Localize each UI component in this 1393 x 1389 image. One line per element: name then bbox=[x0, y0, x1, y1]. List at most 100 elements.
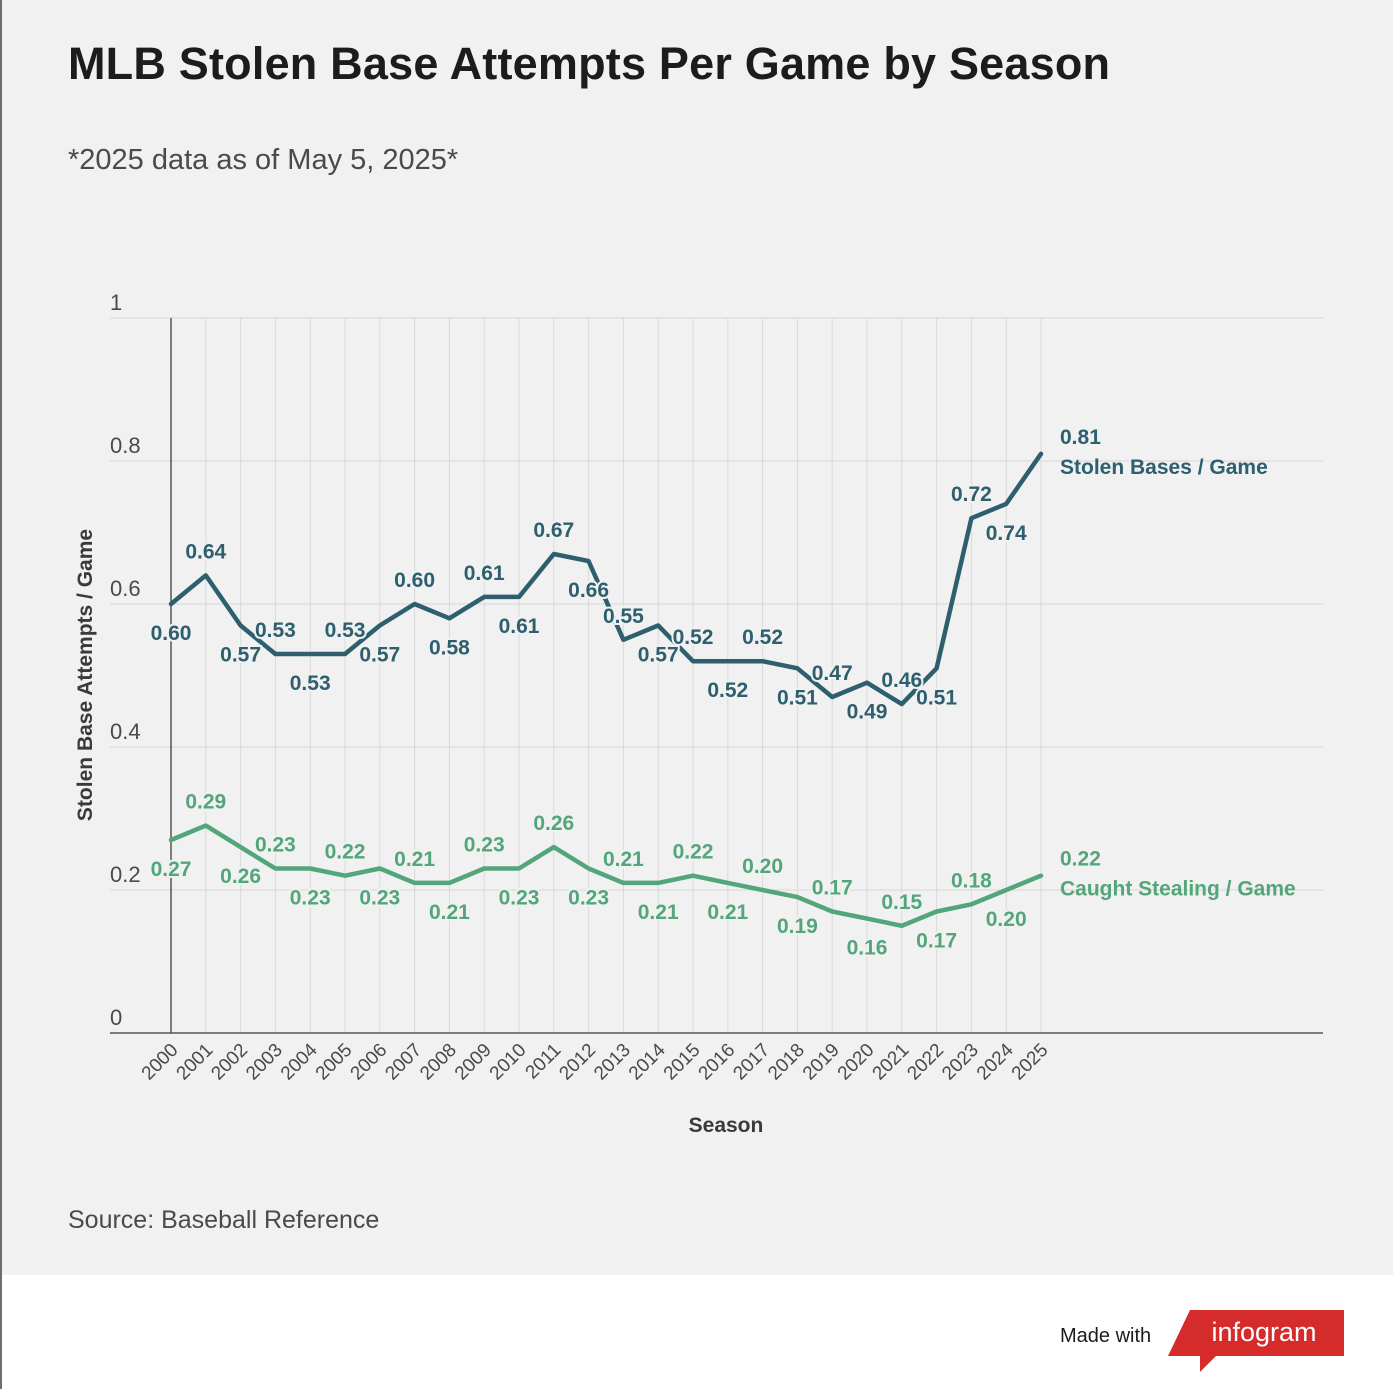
x-tick-label: 2008 bbox=[416, 1040, 461, 1085]
series-name-label: Stolen Bases / Game bbox=[1060, 456, 1268, 479]
line-chart: 00.20.40.60.8120002001200220032004200520… bbox=[74, 290, 1323, 1137]
series-name-label: Caught Stealing / Game bbox=[1060, 878, 1296, 901]
data-label: 0.67 bbox=[533, 519, 574, 542]
data-label: 0.74 bbox=[986, 522, 1027, 545]
y-tick-label: 1 bbox=[110, 290, 122, 315]
chart-card: MLB Stolen Base Attempts Per Game by Sea… bbox=[0, 0, 1393, 1275]
x-tick-label: 2024 bbox=[973, 1039, 1018, 1084]
data-label: 0.72 bbox=[951, 483, 992, 506]
data-label: 0.15 bbox=[881, 891, 922, 914]
data-label: 0.52 bbox=[707, 679, 748, 702]
source-note: Source: Baseball Reference bbox=[68, 1206, 380, 1234]
x-tick-label: 2003 bbox=[242, 1040, 287, 1085]
y-tick-label: 0.4 bbox=[110, 719, 141, 744]
x-tick-label: 2007 bbox=[381, 1040, 426, 1085]
data-label: 0.20 bbox=[742, 855, 783, 878]
x-tick-label: 2025 bbox=[1008, 1040, 1053, 1085]
data-label: 0.47 bbox=[812, 662, 853, 685]
infogram-logo-flag bbox=[1168, 1310, 1344, 1372]
y-tick-label: 0 bbox=[110, 1005, 122, 1030]
series-line bbox=[168, 451, 1044, 707]
data-label: 0.26 bbox=[220, 865, 261, 888]
x-tick-label: 2010 bbox=[486, 1040, 531, 1085]
x-tick-label: 2000 bbox=[138, 1040, 183, 1085]
data-label: 0.22 bbox=[325, 841, 366, 864]
data-label: 0.23 bbox=[255, 834, 296, 857]
data-label: 0.19 bbox=[777, 915, 818, 938]
x-tick-label: 2021 bbox=[869, 1040, 914, 1085]
x-axis-title: Season bbox=[689, 1114, 764, 1137]
data-label: 0.61 bbox=[464, 562, 505, 585]
data-label: 0.60 bbox=[151, 622, 192, 645]
made-with-label: Made with bbox=[1060, 1325, 1152, 1347]
x-tick-label: 2019 bbox=[799, 1040, 844, 1085]
y-tick-label: 0.2 bbox=[110, 862, 141, 887]
footer: Made with infogram bbox=[0, 1275, 1393, 1389]
chart-title: MLB Stolen Base Attempts Per Game by Sea… bbox=[68, 38, 1111, 89]
x-tick-label: 2009 bbox=[451, 1040, 496, 1085]
data-label: 0.52 bbox=[742, 626, 783, 649]
x-tick-label: 2020 bbox=[834, 1040, 879, 1085]
data-label: 0.23 bbox=[290, 887, 331, 910]
data-label: 0.53 bbox=[255, 619, 296, 642]
data-label: 0.22 bbox=[673, 841, 714, 864]
data-label: 0.57 bbox=[220, 643, 261, 666]
x-tick-label: 2015 bbox=[660, 1040, 705, 1085]
data-label: 0.58 bbox=[429, 636, 470, 659]
data-label: 0.20 bbox=[986, 908, 1027, 931]
y-tick-label: 0.6 bbox=[110, 576, 141, 601]
data-label: 0.21 bbox=[394, 848, 435, 871]
x-tick-label: 2017 bbox=[729, 1040, 774, 1085]
x-tick-label: 2006 bbox=[347, 1040, 392, 1085]
data-label: 0.21 bbox=[707, 901, 748, 924]
data-label: 0.66 bbox=[568, 579, 609, 602]
x-tick-label: 2016 bbox=[695, 1040, 740, 1085]
data-label: 0.17 bbox=[916, 929, 957, 952]
data-label: 0.57 bbox=[638, 643, 679, 666]
data-label: 0.21 bbox=[638, 901, 679, 924]
data-label: 0.16 bbox=[847, 937, 888, 960]
data-label: 0.51 bbox=[916, 686, 957, 709]
data-label: 0.23 bbox=[499, 887, 540, 910]
data-label: 0.53 bbox=[325, 619, 366, 642]
data-label: 0.18 bbox=[951, 869, 992, 892]
data-label: 0.21 bbox=[429, 901, 470, 924]
x-tick-label: 2002 bbox=[207, 1040, 252, 1085]
data-label: 0.60 bbox=[394, 569, 435, 592]
x-tick-label: 2001 bbox=[173, 1040, 218, 1085]
x-tick-label: 2011 bbox=[522, 1040, 566, 1084]
y-axis-title: Stolen Base Attempts / Game bbox=[74, 529, 97, 821]
chart-subtitle: *2025 data as of May 5, 2025* bbox=[68, 144, 459, 176]
x-tick-label: 2018 bbox=[764, 1040, 809, 1085]
x-tick-label: 2023 bbox=[938, 1040, 983, 1085]
infogram-logo[interactable]: infogram bbox=[1168, 1308, 1348, 1372]
x-tick-label: 2004 bbox=[277, 1039, 322, 1084]
data-label: 0.29 bbox=[185, 791, 226, 814]
data-label: 0.23 bbox=[464, 834, 505, 857]
data-label: 0.21 bbox=[603, 848, 644, 871]
data-label: 0.55 bbox=[603, 605, 644, 628]
data-label: 0.61 bbox=[499, 615, 540, 638]
data-label: 0.26 bbox=[533, 812, 574, 835]
data-label: 0.57 bbox=[359, 643, 400, 666]
data-label: 0.49 bbox=[847, 701, 888, 724]
data-label: 0.46 bbox=[881, 669, 922, 692]
data-label: 0.23 bbox=[568, 887, 609, 910]
data-label: 0.27 bbox=[151, 858, 192, 881]
x-tick-label: 2022 bbox=[903, 1040, 948, 1085]
data-label-end: 0.81 bbox=[1060, 426, 1101, 449]
data-label: 0.53 bbox=[290, 672, 331, 695]
x-tick-label: 2012 bbox=[555, 1040, 600, 1085]
data-label: 0.23 bbox=[359, 887, 400, 910]
x-tick-label: 2014 bbox=[625, 1039, 670, 1084]
x-tick-label: 2005 bbox=[312, 1040, 357, 1085]
data-label-end: 0.22 bbox=[1060, 848, 1101, 871]
data-label: 0.17 bbox=[812, 876, 853, 899]
y-tick-label: 0.8 bbox=[110, 433, 141, 458]
series-line bbox=[168, 823, 1044, 929]
data-label: 0.64 bbox=[185, 540, 226, 563]
data-label: 0.52 bbox=[673, 626, 714, 649]
data-label: 0.51 bbox=[777, 686, 818, 709]
x-tick-label: 2013 bbox=[590, 1040, 635, 1085]
infogram-logo-text: infogram bbox=[1211, 1317, 1316, 1347]
